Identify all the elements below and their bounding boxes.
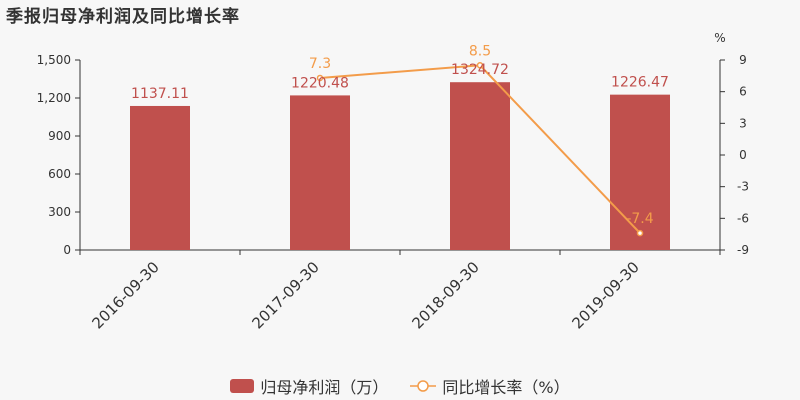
growth-value-label: 8.5 [469, 43, 491, 59]
combo-chart: 0 300 600 900 1,200 1,500 -9 -6 -3 0 3 6 9% 2016-09-3… [37, 31, 749, 332]
growth-line [316, 62, 644, 237]
legend-bar-swatch [230, 379, 255, 393]
y-right-unit: % [714, 31, 725, 45]
y-right-tick-label: 0 [739, 148, 747, 162]
bar-value-label: 1220.48 [291, 75, 349, 91]
y-right-tick-label: 6 [739, 85, 747, 99]
y-left-tick-label: 0 [63, 243, 71, 257]
y-right-tick-label: -3 [737, 180, 749, 194]
growth-point [636, 229, 644, 237]
y-left-tick-label: 600 [48, 167, 71, 181]
legend-line-swatch [410, 380, 437, 392]
y-left-tick-label: 1,500 [37, 53, 71, 67]
y-right-tick-label: 9 [739, 53, 747, 67]
y-left-tick-label: 900 [48, 129, 71, 143]
bars [130, 82, 670, 251]
x-tick-label: 2018-09-30 [408, 258, 482, 332]
bar [450, 82, 510, 250]
legend-label-growth: 同比增长率（%） [442, 378, 570, 397]
growth-point [316, 74, 324, 82]
x-tick-label: 2017-09-30 [248, 258, 322, 332]
y-left-tick-label: 300 [48, 205, 71, 219]
bar-value-label: 1137.11 [131, 86, 189, 102]
y-right-tick-label: 3 [739, 116, 747, 130]
legend-item-growth[interactable]: 同比增长率（%） [410, 374, 570, 398]
x-tick-label: 2016-09-30 [88, 258, 162, 332]
legend: 归母净利润（万） 同比增长率（%） [0, 374, 800, 398]
y-left-tick-label: 1,200 [37, 91, 71, 105]
bar [130, 105, 190, 250]
x-tick-label: 2019-09-30 [568, 258, 642, 332]
bar [290, 95, 350, 250]
bar-value-label: 1226.47 [611, 75, 669, 91]
growth-value-label: -7.4 [626, 211, 653, 227]
data-labels: 1137.11 1220.48 1324.72 1226.47 7.3 8.5 -7.4 [131, 43, 669, 227]
bar [610, 94, 670, 251]
legend-item-profit[interactable]: 归母净利润（万） [230, 374, 388, 398]
growth-value-label: 7.3 [309, 56, 331, 72]
chart-title: 季报归母净利润及同比增长率 [6, 7, 240, 27]
y-right-tick-label: -9 [737, 243, 749, 257]
legend-label-profit: 归母净利润（万） [260, 378, 389, 397]
y-right-tick-label: -6 [737, 211, 749, 225]
growth-point [476, 62, 484, 69]
bar-value-label: 1324.72 [451, 62, 509, 78]
